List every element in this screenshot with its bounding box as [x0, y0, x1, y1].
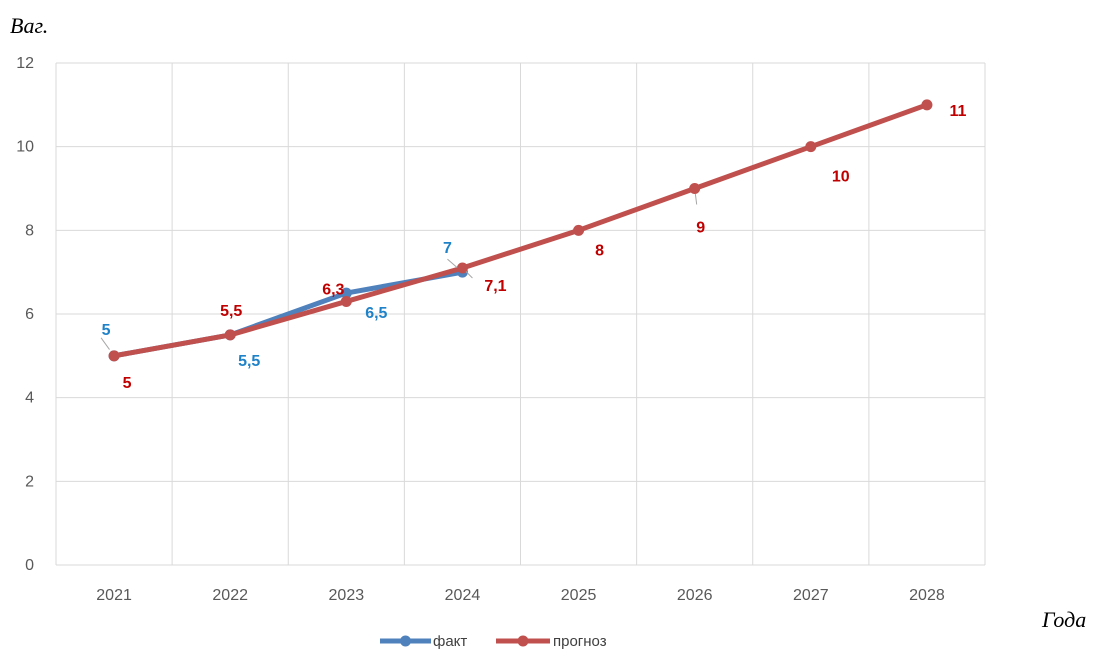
series-line-forecast: [111, 102, 930, 359]
x-tick-label: 2026: [677, 587, 713, 604]
x-tick-label: 2024: [445, 587, 481, 604]
y-tick-label: 0: [25, 557, 34, 574]
legend-label-forecast: прогноз: [553, 633, 607, 650]
data-point-forecast: [689, 183, 701, 194]
series-lines: [108, 99, 933, 362]
y-tick-label: 4: [25, 390, 34, 407]
data-label-fact: 5,5: [238, 353, 260, 370]
leader-line: [447, 258, 458, 268]
y-tick-label: 6: [25, 306, 34, 323]
legend-marker-forecast: [517, 635, 529, 647]
data-label-leader-lines: [100, 194, 698, 350]
y-axis-tick-labels: 0 2 4 6 8 10 12: [16, 55, 34, 574]
data-point-fact: [340, 287, 352, 299]
legend-label-fact: факт: [433, 633, 467, 650]
data-point-forecast: [340, 295, 352, 307]
y-tick-label: 2: [25, 473, 34, 490]
data-point-forecast: [921, 99, 933, 111]
y-tick-label: 12: [16, 55, 34, 72]
data-point-forecast: [456, 262, 468, 274]
data-label-forecast: 11: [949, 103, 966, 120]
x-tick-label: 2025: [561, 587, 597, 604]
x-tick-label: 2022: [212, 587, 248, 604]
y-tick-label: 8: [25, 222, 34, 239]
leader-line: [694, 194, 698, 205]
legend-marker-fact: [400, 635, 411, 647]
x-tick-label: 2021: [96, 587, 132, 604]
data-label-forecast: 9: [696, 220, 705, 237]
data-point-forecast: [108, 350, 120, 362]
y-axis-title: Ваг.: [10, 13, 48, 38]
x-tick-label: 2023: [329, 587, 365, 604]
data-point-forecast: [805, 141, 817, 153]
data-label-fact: 7: [443, 240, 452, 257]
x-tick-label: 2027: [793, 587, 829, 604]
data-point-forecast: [224, 329, 236, 341]
legend: факт прогноз: [380, 633, 607, 650]
leader-line: [465, 271, 473, 279]
data-labels: 5 5,5 6,5 7 5 5,5 6,3 7,1 8 9 10 11: [102, 103, 967, 392]
data-label-forecast: 7,1: [484, 278, 506, 295]
data-label-forecast: 10: [832, 169, 850, 186]
data-label-forecast: 6,3: [322, 281, 344, 298]
data-label-forecast: 8: [595, 242, 604, 259]
data-label-forecast: 5,5: [220, 303, 242, 320]
data-label-fact: 5: [102, 322, 111, 339]
y-tick-label: 10: [16, 139, 34, 156]
x-axis-title: Года: [1041, 607, 1086, 632]
horizontal-gridlines: [56, 62, 985, 566]
data-label-forecast: 5: [123, 375, 132, 392]
x-axis-tick-labels: 2021 2022 2023 2024 2025 2026 2027 2028: [96, 587, 945, 604]
data-label-fact: 6,5: [365, 305, 387, 322]
leader-line: [100, 337, 110, 350]
data-point-forecast: [573, 224, 585, 236]
x-tick-label: 2028: [909, 587, 945, 604]
